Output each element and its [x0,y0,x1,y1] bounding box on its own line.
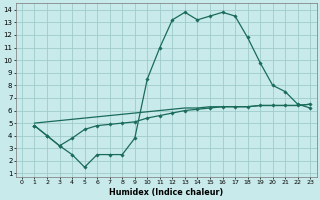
X-axis label: Humidex (Indice chaleur): Humidex (Indice chaleur) [109,188,223,197]
